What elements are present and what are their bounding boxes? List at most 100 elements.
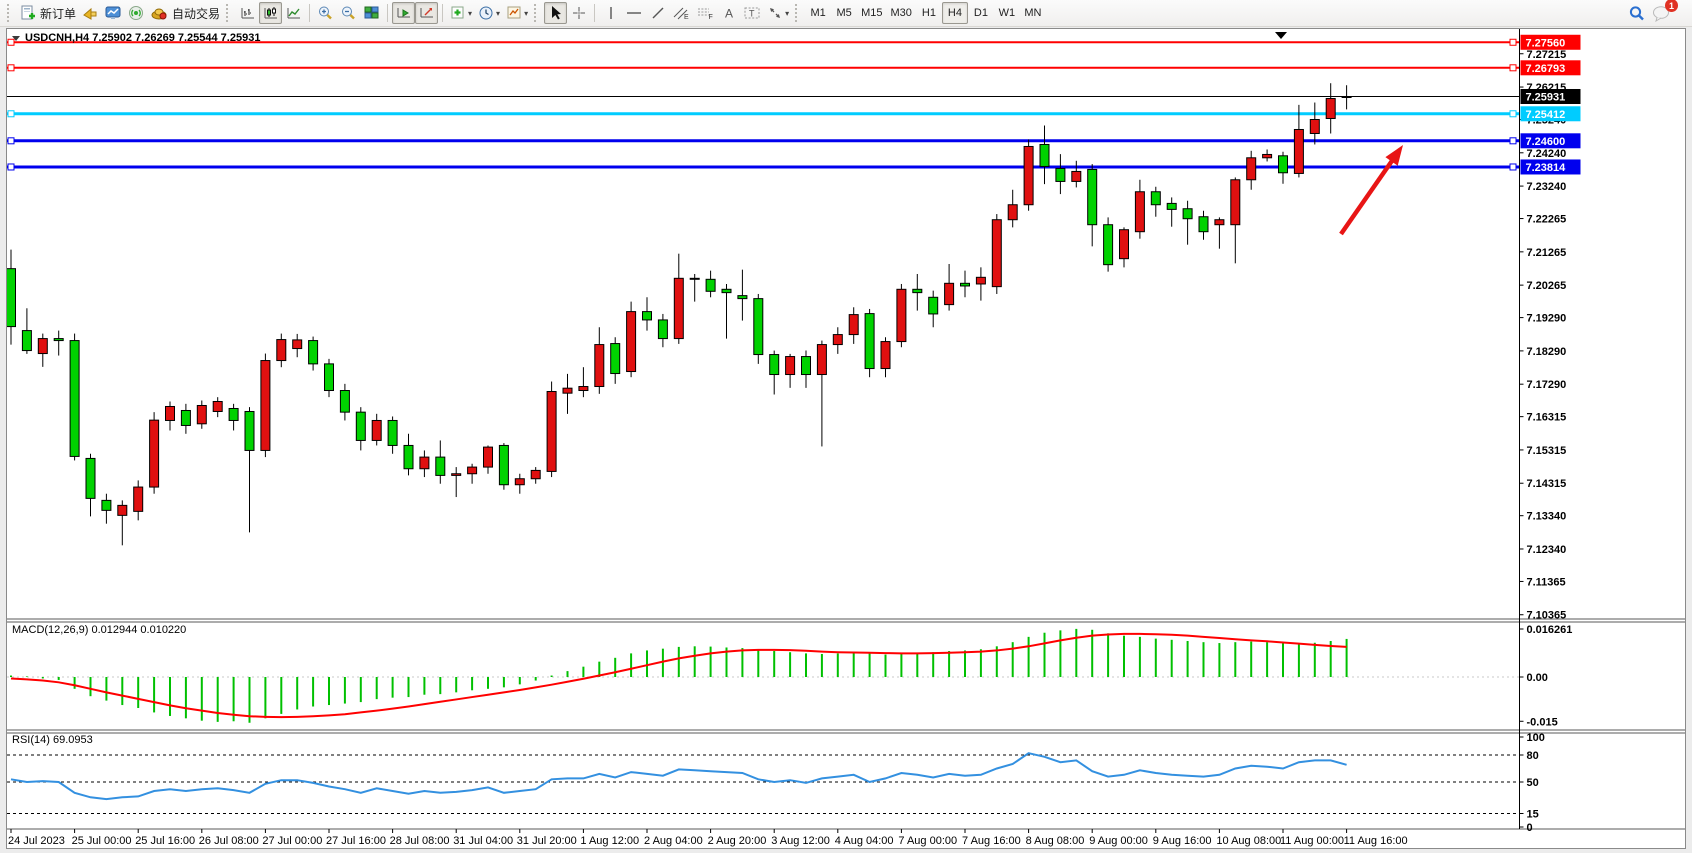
signals-button[interactable] bbox=[125, 2, 148, 24]
cursor-tool-button[interactable] bbox=[544, 2, 568, 24]
equidistant-channel-tool-button[interactable]: E bbox=[669, 2, 693, 24]
price-tick-label: 7.27215 bbox=[1527, 49, 1567, 61]
bull-candle bbox=[117, 504, 128, 516]
resistance-line-lower-handle[interactable] bbox=[1509, 64, 1517, 72]
resistance-line-upper-handle[interactable] bbox=[1509, 38, 1517, 46]
alerts-horn-button[interactable] bbox=[79, 2, 102, 24]
bear-candle bbox=[1103, 224, 1114, 266]
tile-windows-button[interactable] bbox=[360, 2, 383, 24]
price-chart-canvas[interactable]: USDCNH,H4 7.25902 7.26269 7.25544 7.2593… bbox=[7, 29, 1685, 848]
time-axis-label: 1 Aug 12:00 bbox=[580, 835, 639, 847]
toolbar-grip[interactable] bbox=[226, 4, 233, 22]
support-line-blue-upper-handle[interactable] bbox=[7, 137, 15, 145]
price-tick-label: 7.13340 bbox=[1527, 511, 1567, 523]
zoom-out-icon bbox=[340, 5, 357, 21]
resistance-line-upper-handle[interactable] bbox=[7, 38, 15, 46]
price-tick-label: 7.14315 bbox=[1527, 478, 1567, 490]
trendline-icon bbox=[650, 5, 666, 21]
auto-trading-button[interactable]: 自动交易 bbox=[148, 2, 223, 24]
chart-shift-marker[interactable] bbox=[1275, 32, 1287, 39]
support-line-cyan-handle[interactable] bbox=[1509, 110, 1517, 118]
templates-button[interactable]: ▾ bbox=[503, 2, 531, 24]
new-order-label: 新订单 bbox=[40, 6, 77, 21]
macd-panel[interactable]: MACD(12,26,9) 0.012944 0.010220 0.016261 0… bbox=[7, 624, 1572, 728]
crosshair-tool-button[interactable] bbox=[567, 2, 590, 24]
support-line-blue-lower-handle[interactable] bbox=[1509, 163, 1517, 171]
notifications-button[interactable]: 1 bbox=[1649, 0, 1678, 24]
indicators-button[interactable]: ▾ bbox=[447, 2, 475, 24]
bear-candle bbox=[339, 390, 350, 413]
chart-window[interactable]: USDCNH,H4 7.25902 7.26269 7.25544 7.2593… bbox=[6, 28, 1686, 849]
bull-candle bbox=[212, 400, 223, 412]
rsi-scale-label: 0 bbox=[1527, 822, 1533, 834]
support-line-blue-lower-price-text: 7.23814 bbox=[1526, 162, 1567, 174]
bear-candle bbox=[642, 311, 652, 321]
horizontal-line-tool-button[interactable] bbox=[622, 2, 646, 24]
auto-scroll-button[interactable] bbox=[392, 2, 416, 24]
rsi-line bbox=[10, 752, 1347, 801]
time-axis-label: 28 Jul 08:00 bbox=[390, 835, 450, 847]
bear-candle bbox=[228, 407, 239, 421]
support-line-blue-lower-handle[interactable] bbox=[7, 163, 15, 171]
toolbar-grip[interactable] bbox=[795, 4, 802, 22]
new-order-button[interactable]: 新订单 bbox=[17, 2, 79, 24]
toolbar-grip[interactable] bbox=[7, 4, 14, 22]
timeframe-w1-button[interactable]: W1 bbox=[998, 7, 1016, 19]
price-scale[interactable]: 7.272157.262157.252407.242407.232407.222… bbox=[1519, 34, 1581, 622]
timeframe-m5-button[interactable]: M5 bbox=[836, 7, 852, 19]
time-axis-label: 31 Jul 20:00 bbox=[517, 835, 577, 847]
bear-candle bbox=[1198, 216, 1209, 233]
resistance-line-lower-handle[interactable] bbox=[7, 64, 15, 72]
timeframe-m30-button[interactable]: M30 bbox=[890, 7, 912, 19]
bar-chart-mode-button[interactable] bbox=[236, 2, 259, 24]
annotation-arrow[interactable] bbox=[1339, 145, 1403, 236]
timeframe-m1-button[interactable]: M1 bbox=[810, 7, 826, 19]
candlestick-mode-button[interactable] bbox=[259, 2, 283, 24]
market-watch-button[interactable] bbox=[102, 2, 125, 24]
support-line-blue-upper-price-badge bbox=[1520, 133, 1581, 149]
rsi-panel[interactable]: RSI(14) 69.0953 100 80 50 150 bbox=[7, 732, 1545, 834]
support-line-cyan-handle[interactable] bbox=[7, 110, 15, 118]
search-button[interactable] bbox=[1625, 2, 1649, 24]
zoom-in-button[interactable] bbox=[314, 2, 337, 24]
bull-candle bbox=[483, 446, 493, 468]
support-line-blue-upper-handle[interactable] bbox=[1509, 137, 1517, 145]
zoom-out-button[interactable] bbox=[337, 2, 360, 24]
resistance-line-lower-price-badge bbox=[1520, 60, 1581, 76]
vertical-line-tool-button[interactable] bbox=[599, 2, 622, 24]
timeframe-h4-button[interactable]: H4 bbox=[941, 2, 968, 24]
bull-candle bbox=[165, 405, 175, 421]
cursor-icon bbox=[549, 5, 563, 21]
time-axis-label: 10 Aug 08:00 bbox=[1216, 835, 1281, 847]
channel-icon: E bbox=[672, 5, 690, 21]
trendline-tool-button[interactable] bbox=[646, 2, 669, 24]
macd-scale-label: 0.00 bbox=[1527, 672, 1548, 684]
bar-chart-icon bbox=[240, 5, 256, 21]
text-label-tool-button[interactable]: T bbox=[740, 2, 764, 24]
time-axis-label: 31 Jul 04:00 bbox=[453, 835, 513, 847]
timeframe-h1-button[interactable]: H1 bbox=[921, 7, 936, 19]
periods-button[interactable]: ▾ bbox=[475, 2, 503, 24]
chart-shift-button[interactable] bbox=[415, 2, 439, 24]
tile-windows-icon bbox=[364, 5, 380, 21]
timeframe-mn-button[interactable]: MN bbox=[1024, 7, 1042, 19]
time-axis-label: 27 Jul 00:00 bbox=[262, 835, 322, 847]
chart-monitor-icon bbox=[105, 5, 122, 21]
time-axis[interactable]: 24 Jul 2023 25 Jul 00:00 25 Jul 16:00 26 Ju… bbox=[8, 829, 1408, 847]
resistance-line-lower-price-text: 7.26793 bbox=[1526, 63, 1566, 75]
bull-candle bbox=[975, 276, 986, 285]
timeframe-d1-button[interactable]: D1 bbox=[973, 7, 988, 19]
fibonacci-tool-button[interactable]: F bbox=[693, 2, 717, 24]
symbol-menu-icon[interactable] bbox=[12, 36, 20, 41]
bear-candle bbox=[737, 295, 748, 300]
vertical-line-icon bbox=[605, 5, 617, 21]
toolbar-grip[interactable] bbox=[534, 4, 541, 22]
timeframe-m15-button[interactable]: M15 bbox=[861, 7, 883, 19]
line-chart-mode-button[interactable] bbox=[282, 2, 305, 24]
time-axis-label: 26 Jul 08:00 bbox=[199, 835, 259, 847]
arrows-tool-button[interactable]: ▾ bbox=[764, 2, 792, 24]
text-tool-button[interactable]: A bbox=[717, 2, 740, 24]
bear-candle bbox=[244, 410, 255, 451]
bull-candle bbox=[944, 282, 955, 306]
bear-candle bbox=[387, 419, 398, 446]
